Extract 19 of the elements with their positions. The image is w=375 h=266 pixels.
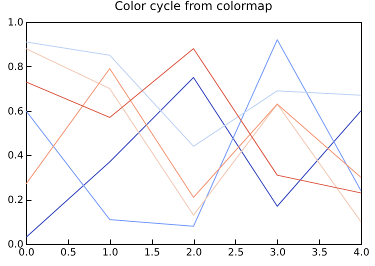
x-tick-label: 2.5 bbox=[228, 248, 244, 258]
x-tick-label: 1.5 bbox=[144, 248, 160, 258]
x-tick-label: 3.0 bbox=[270, 248, 286, 258]
chart-title: Color cycle from colormap bbox=[114, 0, 272, 13]
x-tick-label: 0.0 bbox=[18, 248, 34, 258]
y-tick-label: 0.4 bbox=[8, 150, 24, 162]
x-tick-label: 4.0 bbox=[354, 248, 370, 258]
line-series bbox=[26, 41, 362, 147]
y-tick-label: 1.0 bbox=[8, 18, 24, 28]
x-tick-label: 1.0 bbox=[102, 248, 118, 258]
x-tick-label: 3.5 bbox=[312, 248, 328, 258]
x-tick-label: 0.5 bbox=[60, 248, 76, 258]
line-series bbox=[26, 77, 362, 238]
y-tick-label: 0.6 bbox=[8, 106, 24, 118]
y-tick-label: 0.2 bbox=[8, 195, 24, 206]
x-tick-label: 2.0 bbox=[186, 248, 202, 258]
y-tick-label: 0.8 bbox=[8, 62, 24, 73]
line-series bbox=[26, 48, 362, 194]
line-series bbox=[26, 68, 362, 198]
